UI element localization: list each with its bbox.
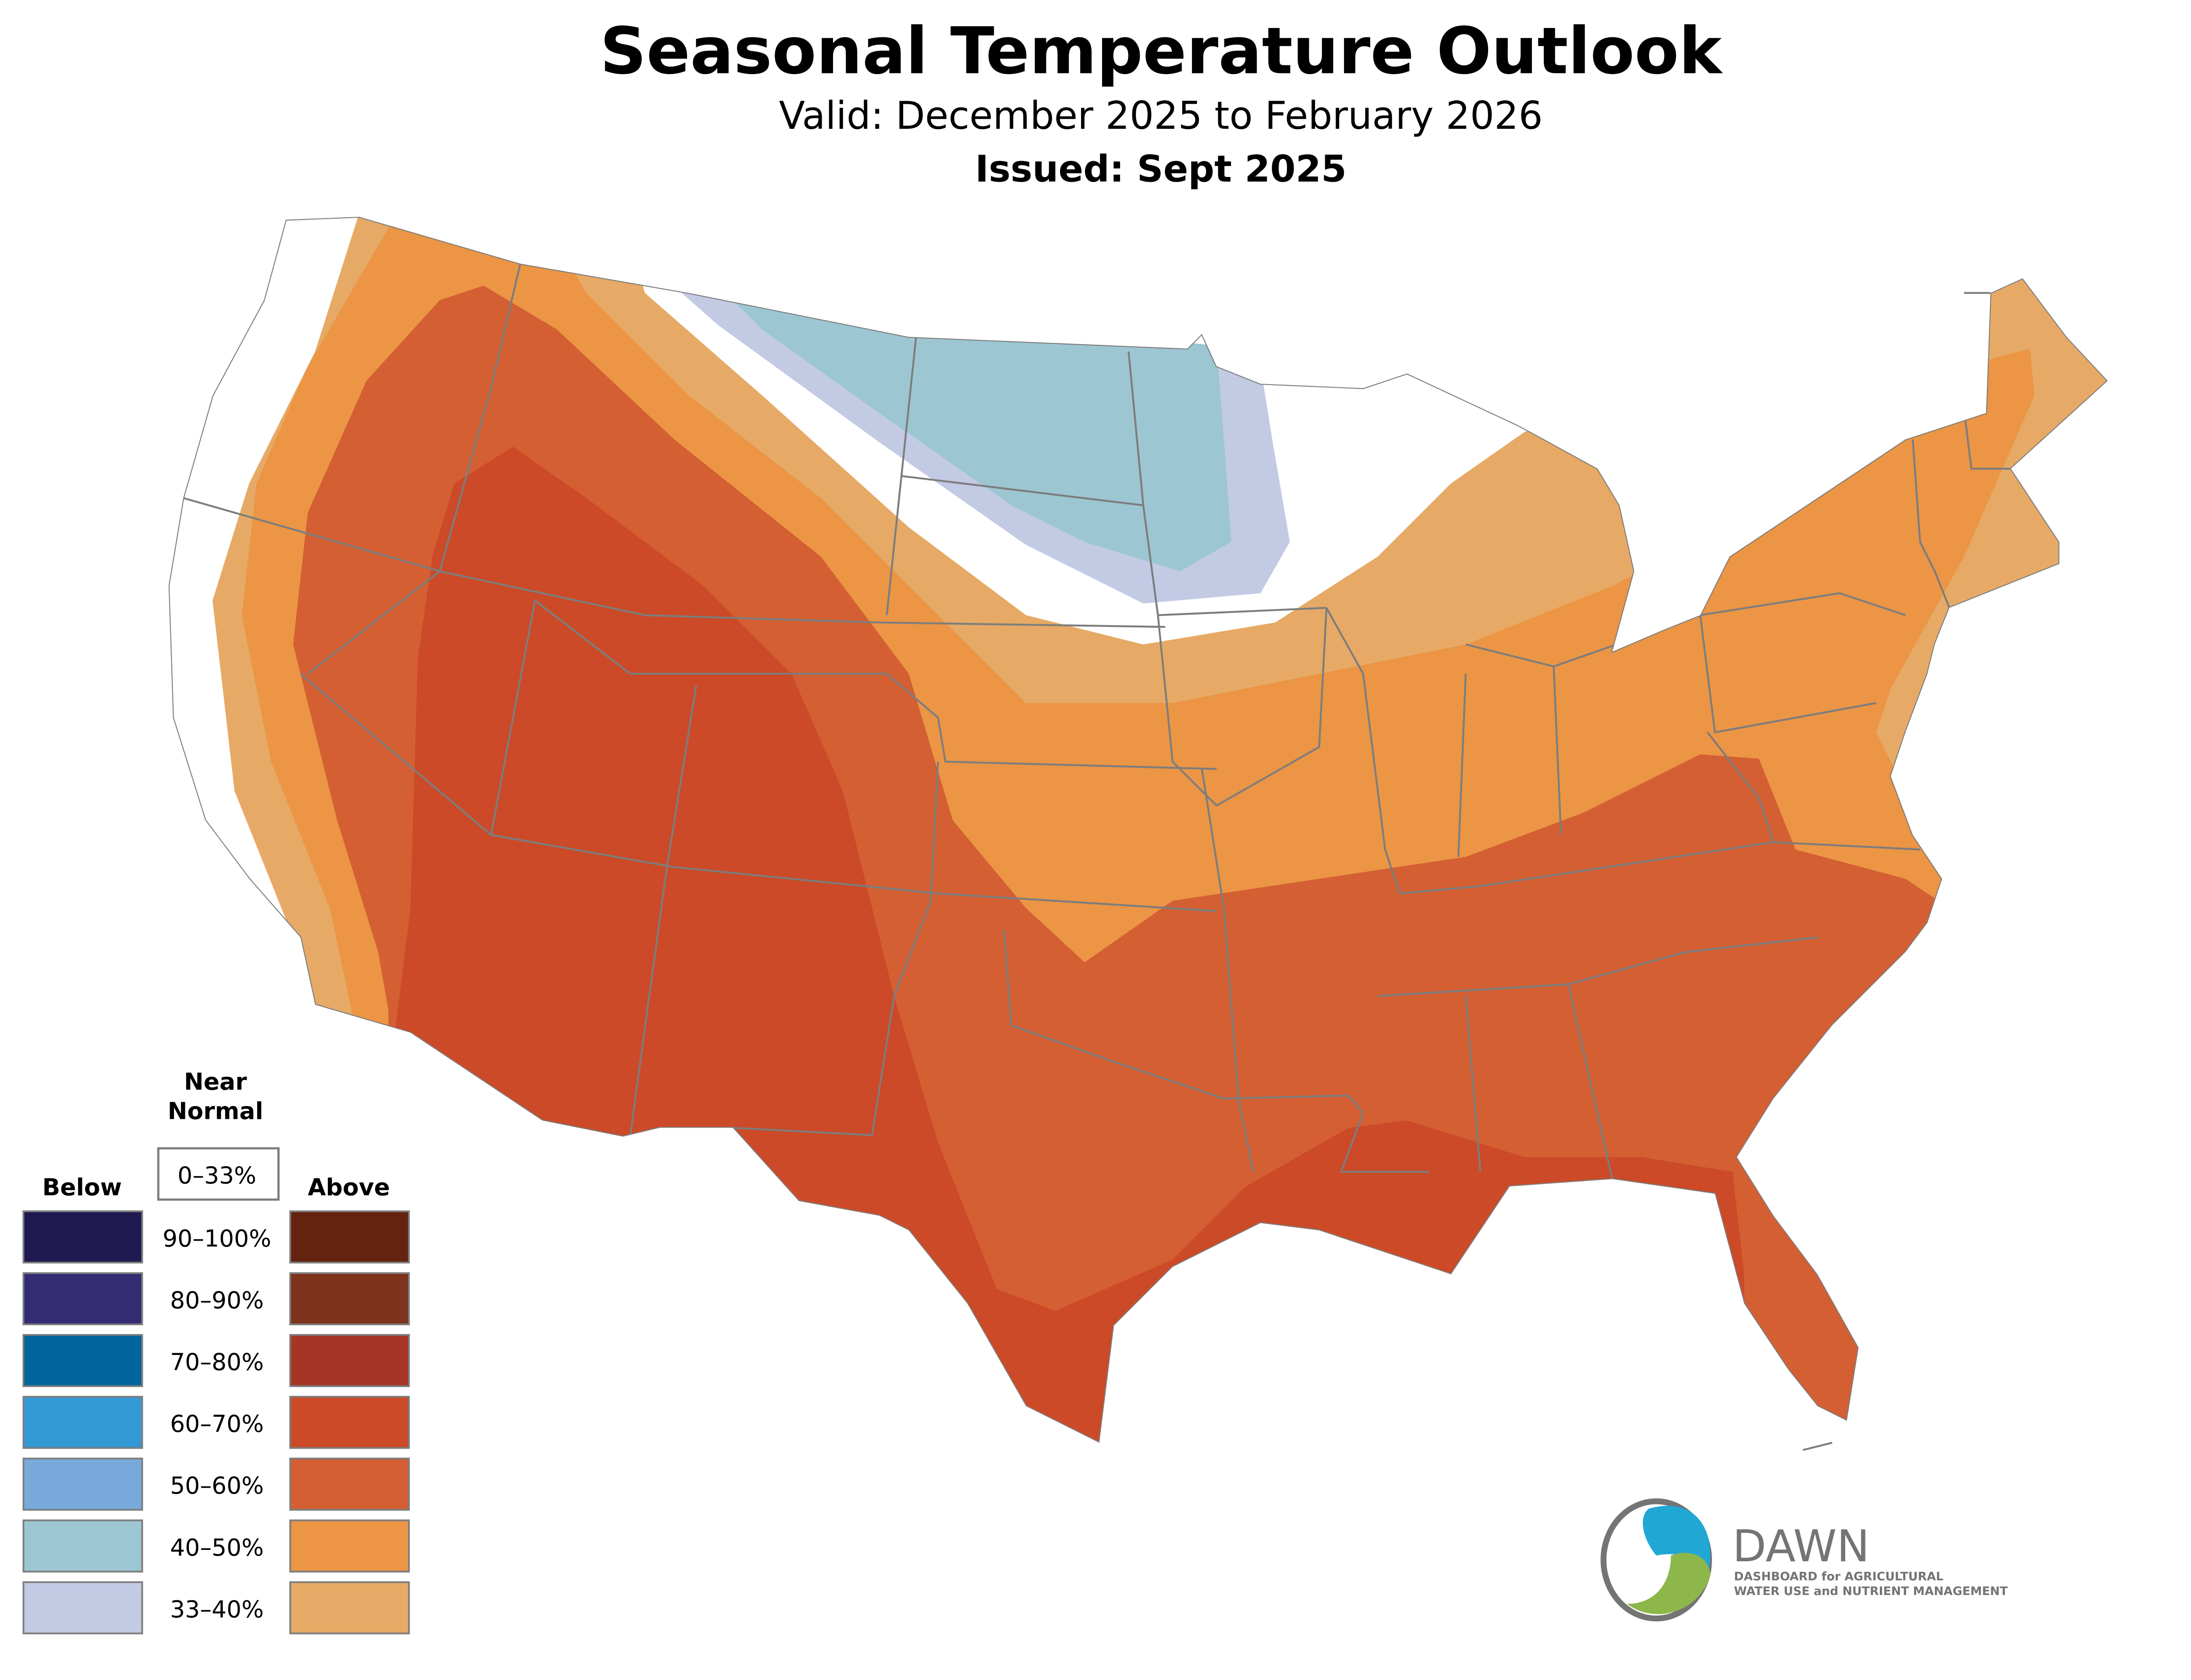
legend: Near Normal 0–33% Below Above 90–100% 80–… (22, 1068, 410, 1634)
legend-below-swatch (22, 1334, 143, 1387)
legend-below-swatch (22, 1396, 143, 1449)
legend-near-normal-swatch (157, 1147, 280, 1201)
legend-above-swatch (289, 1519, 410, 1573)
logo-tagline-1: DASHBOARD for AGRICULTURAL (1734, 1570, 1943, 1584)
legend-range-label: 33–40% (170, 1595, 264, 1623)
issued-date: Issued: Sept 2025 (975, 148, 1347, 191)
legend-range-label: 50–60% (170, 1472, 264, 1500)
region-below-40-50 (725, 293, 1231, 571)
legend-below-swatch (22, 1210, 143, 1264)
dawn-logo: DAWN DASHBOARD for AGRICULTURAL WATER US… (1600, 1498, 2008, 1622)
legend-below-swatch (22, 1581, 143, 1634)
logo-leaf (1627, 1553, 1711, 1614)
legend-above-swatch (289, 1396, 410, 1449)
valid-period: Valid: December 2025 to February 2026 (779, 93, 1543, 138)
legend-range-label: 90–100% (163, 1224, 271, 1252)
state-borders (183, 263, 2011, 1179)
legend-range-label: 80–90% (170, 1286, 264, 1314)
legend-near-normal-line1: Near (184, 1068, 247, 1096)
logo-tagline-2: WATER USE and NUTRIENT MANAGEMENT (1734, 1585, 2008, 1598)
logo-name: DAWN (1733, 1521, 1870, 1572)
legend-near-normal-line2: Normal (168, 1097, 263, 1125)
legend-below-label: Below (42, 1173, 122, 1201)
legend-range-label: 60–70% (170, 1410, 264, 1438)
legend-below-swatch (22, 1272, 143, 1326)
legend-above-swatch (289, 1457, 410, 1511)
legend-near-normal-range: 0–33% (177, 1162, 256, 1189)
legend-rows: 90–100% 80–90% 70–80% 60–70% 50–60% 40–50% 33–… (22, 1210, 410, 1634)
legend-range-label: 70–80% (170, 1348, 264, 1376)
legend-above-swatch (289, 1272, 410, 1326)
coast-detail (1802, 292, 1991, 1451)
legend-below-swatch (22, 1457, 143, 1511)
map-title: Seasonal Temperature Outlook (600, 13, 1723, 88)
legend-above-label: Above (308, 1173, 390, 1201)
legend-above-swatch (289, 1210, 410, 1264)
legend-above-swatch (289, 1334, 410, 1387)
legend-below-swatch (22, 1519, 143, 1573)
legend-range-label: 40–50% (170, 1534, 264, 1561)
legend-above-swatch (289, 1581, 410, 1634)
